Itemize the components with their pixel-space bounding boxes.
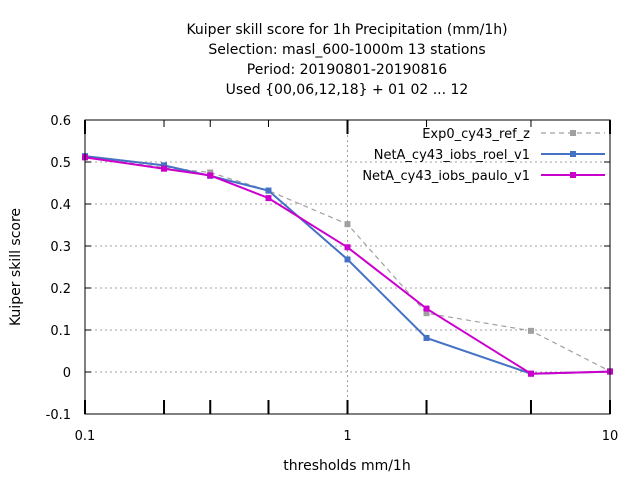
- data-point-series-1: [344, 221, 351, 228]
- y-tick-label: -0.1: [46, 408, 71, 423]
- chart-title: Kuiper skill score for 1h Precipitation …: [186, 22, 507, 98]
- data-point-series-2: [344, 256, 351, 263]
- chart-title-line: Used {00,06,12,18} + 01 02 ... 12: [226, 82, 469, 98]
- chart-title-line: Selection: masl_600-1000m 13 stations: [208, 42, 485, 58]
- grid: [85, 120, 610, 414]
- data-point-series-2: [161, 162, 168, 169]
- legend-marker-1: [570, 130, 576, 136]
- data-point-series-2: [423, 334, 430, 341]
- legend-label-1: Exp0_cy43_ref_z: [422, 127, 530, 142]
- x-tick-label: 1: [343, 429, 351, 444]
- data-point-series-3: [161, 165, 168, 172]
- series-line-3: [84, 156, 611, 375]
- y-tick-label: 0.5: [50, 156, 71, 171]
- legend-marker-2: [570, 151, 576, 157]
- data-point-series-1: [423, 310, 430, 317]
- legend-marker-3: [570, 172, 576, 178]
- y-axis-label: Kuiper skill score: [8, 208, 24, 326]
- data-point-series-3: [207, 172, 214, 179]
- legend-label-3: NetA_cy43_iobs_paulo_v1: [362, 169, 530, 184]
- data-point-series-3: [423, 305, 430, 312]
- data-point-series-1: [527, 327, 534, 334]
- data-point-series-3: [265, 195, 272, 202]
- chart-title-line: Period: 20190801-20190816: [247, 62, 447, 78]
- y-tick-label: 0.1: [50, 324, 71, 339]
- series-line-1: [84, 156, 611, 372]
- chart-title-line: Kuiper skill score for 1h Precipitation …: [186, 22, 507, 38]
- data-point-series-3: [527, 370, 534, 377]
- y-tick-label: 0.2: [50, 282, 71, 297]
- axis-ticks: -0.1 0 0.1 0.2 0.3 0.4 0.5 0.6 0.1 1 10: [46, 114, 619, 444]
- plot-frame: [84, 119, 611, 415]
- legend: Exp0_cy43_ref_z NetA_cy43_iobs_roel_v1 Net…: [362, 127, 605, 184]
- series-line-2: [84, 155, 611, 375]
- y-tick-label: 0.3: [50, 240, 71, 255]
- legend-label-2: NetA_cy43_iobs_roel_v1: [374, 148, 530, 163]
- data-point-series-2: [265, 187, 272, 194]
- y-tick-label: 0.6: [50, 114, 71, 129]
- x-tick-label: 10: [602, 429, 619, 444]
- x-axis-label: thresholds mm/1h: [283, 458, 410, 474]
- data-point-series-3: [344, 244, 351, 251]
- x-tick-label: 0.1: [75, 429, 96, 444]
- y-tick-label: 0: [63, 366, 71, 381]
- y-tick-label: 0.4: [50, 198, 71, 213]
